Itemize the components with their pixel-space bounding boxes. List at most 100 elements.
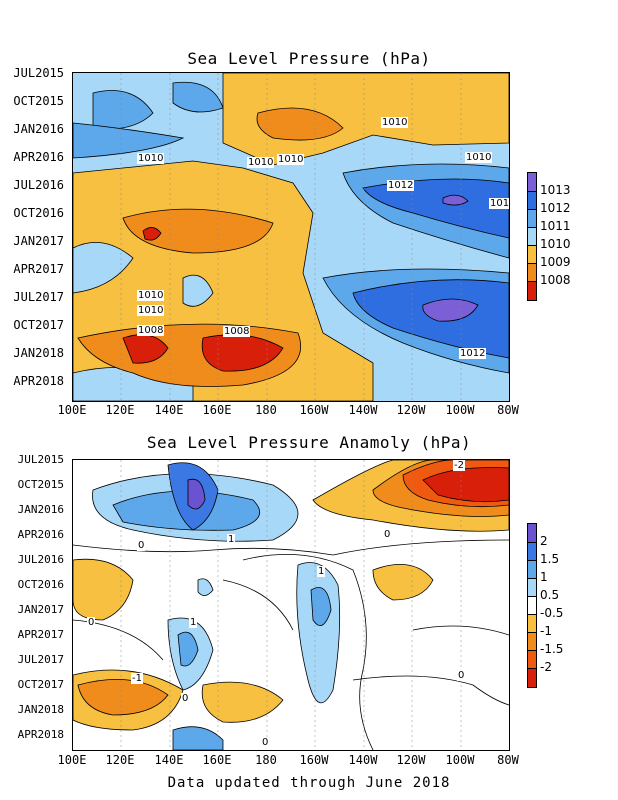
colorbar-swatch [528,597,536,615]
y-tick-label: JUL2017 [13,290,64,304]
x-tick-label: 120W [396,403,426,417]
bottom-colorbar [527,523,537,688]
y-tick-label: OCT2016 [13,206,64,220]
y-tick-label: APR2016 [17,528,64,541]
colorbar-swatch [528,228,536,246]
contour-label: 0 [383,529,392,540]
contour-label: 1010 [381,117,409,128]
contour-label: 1010 [137,305,165,316]
orange-region [222,73,509,166]
x-tick-label: 120E [105,753,135,767]
colorbar-label: 1009 [540,255,571,269]
contour-label: 1012 [387,180,415,191]
contour-label: 0 [137,540,146,551]
x-tick-label: 160W [299,753,329,767]
x-tick-label: 100E [57,403,87,417]
blue-region [310,587,332,627]
light-region [182,274,214,307]
grid-lines [120,460,462,750]
x-tick-label: 140E [154,403,184,417]
contour-label: 1012 [459,348,487,359]
colorbar-swatch [528,173,536,192]
contour-label: 1 [227,534,236,545]
colorbar-label: 1013 [540,183,571,197]
y-tick-label: OCT2015 [17,478,64,491]
x-tick-label: 100W [445,403,475,417]
contour-label: 101 [489,198,510,209]
red-region [142,227,162,241]
orange-region [201,681,284,723]
bottom-contour-plot [73,460,509,750]
x-tick-label: 120E [105,403,135,417]
contour-label: 0 [181,693,190,704]
y-tick-label: APR2017 [13,262,64,276]
contour-label: 1 [189,617,198,628]
zero-contours [73,539,509,750]
y-tick-label: OCT2015 [13,94,64,108]
colorbar-label: 1012 [540,201,571,215]
x-tick-label: 160E [202,753,232,767]
y-tick-label: JUL2017 [17,653,64,666]
footer-note: Data updated through June 2018 [167,775,451,791]
colorbar-swatch [528,246,536,264]
deep-blue-region [362,178,509,239]
x-tick-label: 100W [445,753,475,767]
y-tick-label: JAN2018 [17,703,64,716]
contour-label: 1 [317,566,326,577]
x-tick-label: 80W [497,403,519,417]
purple-region [422,298,479,322]
x-tick-label: 120W [396,753,426,767]
light-region [73,242,134,294]
dark-orange-region [122,208,274,254]
light-blue-region [197,578,214,596]
y-tick-label: APR2017 [17,628,64,641]
x-tick-label: 100E [57,753,87,767]
colorbar-label: 0.5 [540,588,560,602]
contour-label: 0 [261,737,270,748]
colorbar-swatch [528,579,536,597]
contour-label: -2 [453,460,465,471]
colorbar-label: 1010 [540,237,571,251]
colorbar-label: -1 [540,624,552,638]
dark-orange-region [256,107,344,141]
colorbar-label: 2 [540,534,548,548]
blue-region [172,81,224,113]
y-tick-label: JAN2017 [17,603,64,616]
y-tick-label: JAN2016 [17,503,64,516]
x-tick-label: 140W [348,753,378,767]
contour-label: 1010 [137,153,165,164]
x-tick-label: 140E [154,753,184,767]
contour-label: 1010 [277,154,305,165]
purple-region [187,478,206,510]
contour-label: 1008 [223,326,251,337]
colorbar-label: 1011 [540,219,571,233]
colorbar-swatch [528,282,536,300]
colorbar-swatch [528,264,536,282]
y-tick-label: JUL2015 [13,66,64,80]
y-tick-label: OCT2017 [17,678,64,691]
contour-label: 1010 [465,152,493,163]
y-tick-label: OCT2017 [13,318,64,332]
red-region [422,467,509,503]
contour-label: 1008 [137,325,165,336]
blue-region [73,122,185,159]
dark-orange-region [77,679,169,716]
x-tick-label: 140W [348,403,378,417]
colorbar-swatch [528,615,536,633]
colorbar-label: 1 [540,570,548,584]
contour-label: -1 [131,673,143,684]
bottom-plot-area: -2 1 0 0 1 0 1 0 -1 0 0 [72,459,510,751]
y-tick-label: JAN2018 [13,346,64,360]
top-plot-area: 1010 1010 1010 1010 1010 1012 101 1010 1… [72,72,510,402]
y-tick-label: JUL2016 [13,178,64,192]
y-tick-label: APR2016 [13,150,64,164]
colorbar-label: -0.5 [540,606,564,620]
colorbar-swatch [528,651,536,669]
y-tick-label: JAN2017 [13,234,64,248]
colorbar-swatch [528,192,536,210]
top-contour-plot [73,73,509,401]
y-tick-label: JUL2015 [17,453,64,466]
x-tick-label: 180 [255,753,277,767]
orange-region [372,564,434,601]
contour-label: 1010 [137,290,165,301]
